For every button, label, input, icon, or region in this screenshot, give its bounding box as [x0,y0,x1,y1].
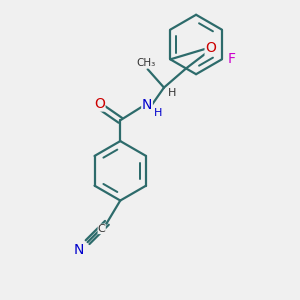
Text: O: O [205,41,216,56]
Text: O: O [94,97,105,111]
Text: N: N [74,244,84,257]
Text: C: C [98,224,106,234]
Text: F: F [227,52,235,66]
Text: N: N [142,98,152,112]
Text: H: H [168,88,176,98]
Text: CH₃: CH₃ [136,58,156,68]
Text: H: H [154,108,162,118]
